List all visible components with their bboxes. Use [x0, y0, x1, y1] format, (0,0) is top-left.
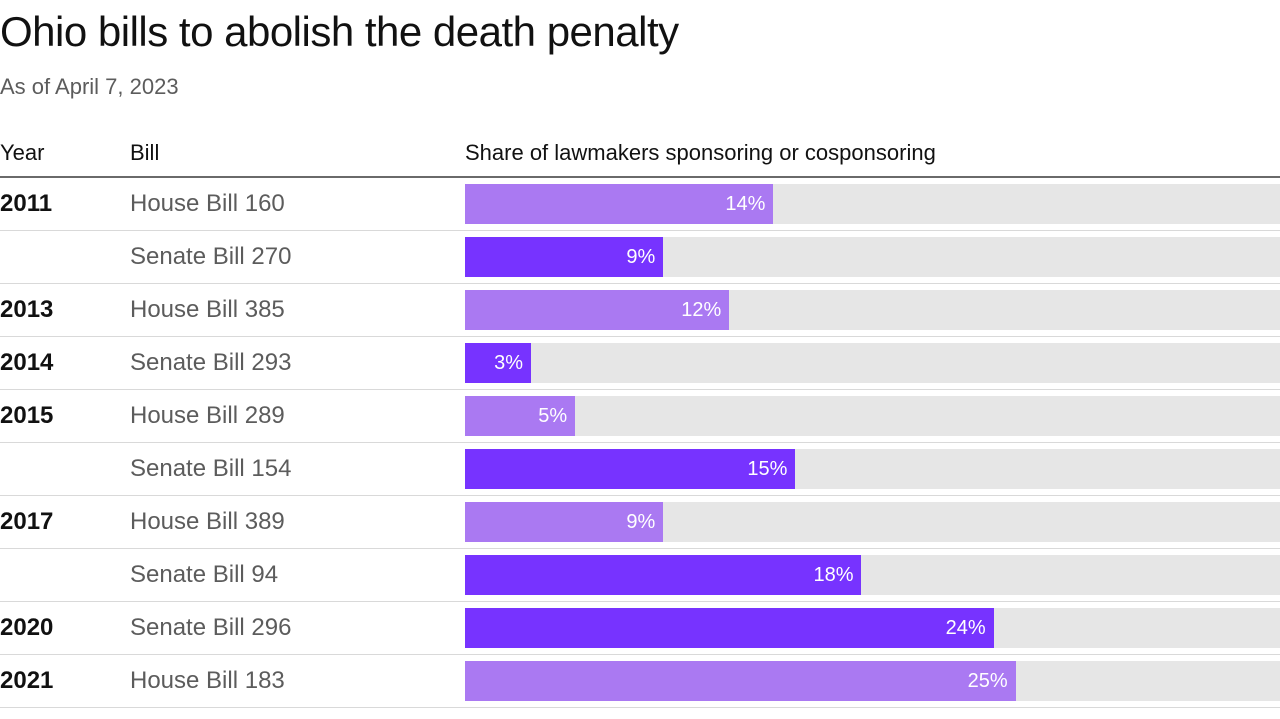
bar-fill: 24%: [465, 608, 994, 648]
bar-cell: 18%: [465, 555, 1280, 595]
bar-value-label: 12%: [681, 299, 721, 322]
bar-fill: 9%: [465, 237, 663, 277]
bar-cell: 25%: [465, 661, 1280, 701]
bar-value-label: 9%: [626, 246, 655, 269]
bar-value-label: 18%: [813, 564, 853, 587]
bar-cell: 9%: [465, 502, 1280, 542]
bill-cell: House Bill 389: [130, 508, 465, 536]
table-row: 2013House Bill 385 12%: [0, 284, 1280, 337]
year-cell: 2014: [0, 349, 130, 377]
bill-cell: Senate Bill 94: [130, 561, 465, 589]
bar-fill: 25%: [465, 661, 1016, 701]
year-cell: 2011: [0, 190, 130, 218]
table-row: Senate Bill 270 9%: [0, 231, 1280, 284]
bar-cell: 12%: [465, 290, 1280, 330]
year-cell: 2017: [0, 508, 130, 536]
bill-cell: House Bill 385: [130, 296, 465, 324]
table-row: 2014Senate Bill 293 3%: [0, 337, 1280, 390]
bar-fill: 3%: [465, 343, 531, 383]
bill-cell: House Bill 183: [130, 667, 465, 695]
table-row: 2021House Bill 183 25%: [0, 655, 1280, 708]
bill-cell: House Bill 160: [130, 190, 465, 218]
bar-value-label: 3%: [494, 352, 523, 375]
bar-cell: 3%: [465, 343, 1280, 383]
bill-cell: Senate Bill 270: [130, 243, 465, 271]
bar-value-label: 14%: [725, 193, 765, 216]
bar-cell: 15%: [465, 449, 1280, 489]
bar-value-label: 24%: [946, 617, 986, 640]
bar-value-label: 5%: [538, 405, 567, 428]
year-cell: 2015: [0, 402, 130, 430]
bar-cell: 24%: [465, 608, 1280, 648]
bar-cell: 5%: [465, 396, 1280, 436]
bar-fill: 9%: [465, 502, 663, 542]
table-row: 2011House Bill 160 14%: [0, 178, 1280, 231]
bar-cell: 9%: [465, 237, 1280, 277]
bill-cell: Senate Bill 293: [130, 349, 465, 377]
chart-title: Ohio bills to abolish the death penalty: [0, 0, 1280, 74]
year-cell: 2021: [0, 667, 130, 695]
col-header-bill: Bill: [130, 140, 465, 166]
bar-fill: 15%: [465, 449, 795, 489]
bar-value-label: 25%: [968, 670, 1008, 693]
col-header-year: Year: [0, 140, 130, 166]
table-row: 2017House Bill 389 9%: [0, 496, 1280, 549]
table-row: Senate Bill 94 18%: [0, 549, 1280, 602]
chart-container: Ohio bills to abolish the death penalty …: [0, 0, 1280, 708]
bill-cell: House Bill 289: [130, 402, 465, 430]
table-body: 2011House Bill 16014%Senate Bill 2709%20…: [0, 178, 1280, 708]
bar-fill: 5%: [465, 396, 575, 436]
table-header: Year Bill Share of lawmakers sponsoring …: [0, 140, 1280, 178]
bar-cell: 14%: [465, 184, 1280, 224]
table-row: 2015House Bill 289 5%: [0, 390, 1280, 443]
chart-subtitle: As of April 7, 2023: [0, 74, 1280, 140]
bill-cell: Senate Bill 296: [130, 614, 465, 642]
bar-fill: 18%: [465, 555, 861, 595]
data-table: Year Bill Share of lawmakers sponsoring …: [0, 140, 1280, 708]
year-cell: 2013: [0, 296, 130, 324]
table-row: 2020Senate Bill 296 24%: [0, 602, 1280, 655]
bar-value-label: 15%: [747, 458, 787, 481]
bar-value-label: 9%: [626, 511, 655, 534]
bar-track: [465, 396, 1280, 436]
table-row: Senate Bill 154 15%: [0, 443, 1280, 496]
bar-fill: 12%: [465, 290, 729, 330]
bar-fill: 14%: [465, 184, 773, 224]
col-header-share: Share of lawmakers sponsoring or cospons…: [465, 140, 1280, 166]
bar-track: [465, 343, 1280, 383]
year-cell: 2020: [0, 614, 130, 642]
bill-cell: Senate Bill 154: [130, 455, 465, 483]
